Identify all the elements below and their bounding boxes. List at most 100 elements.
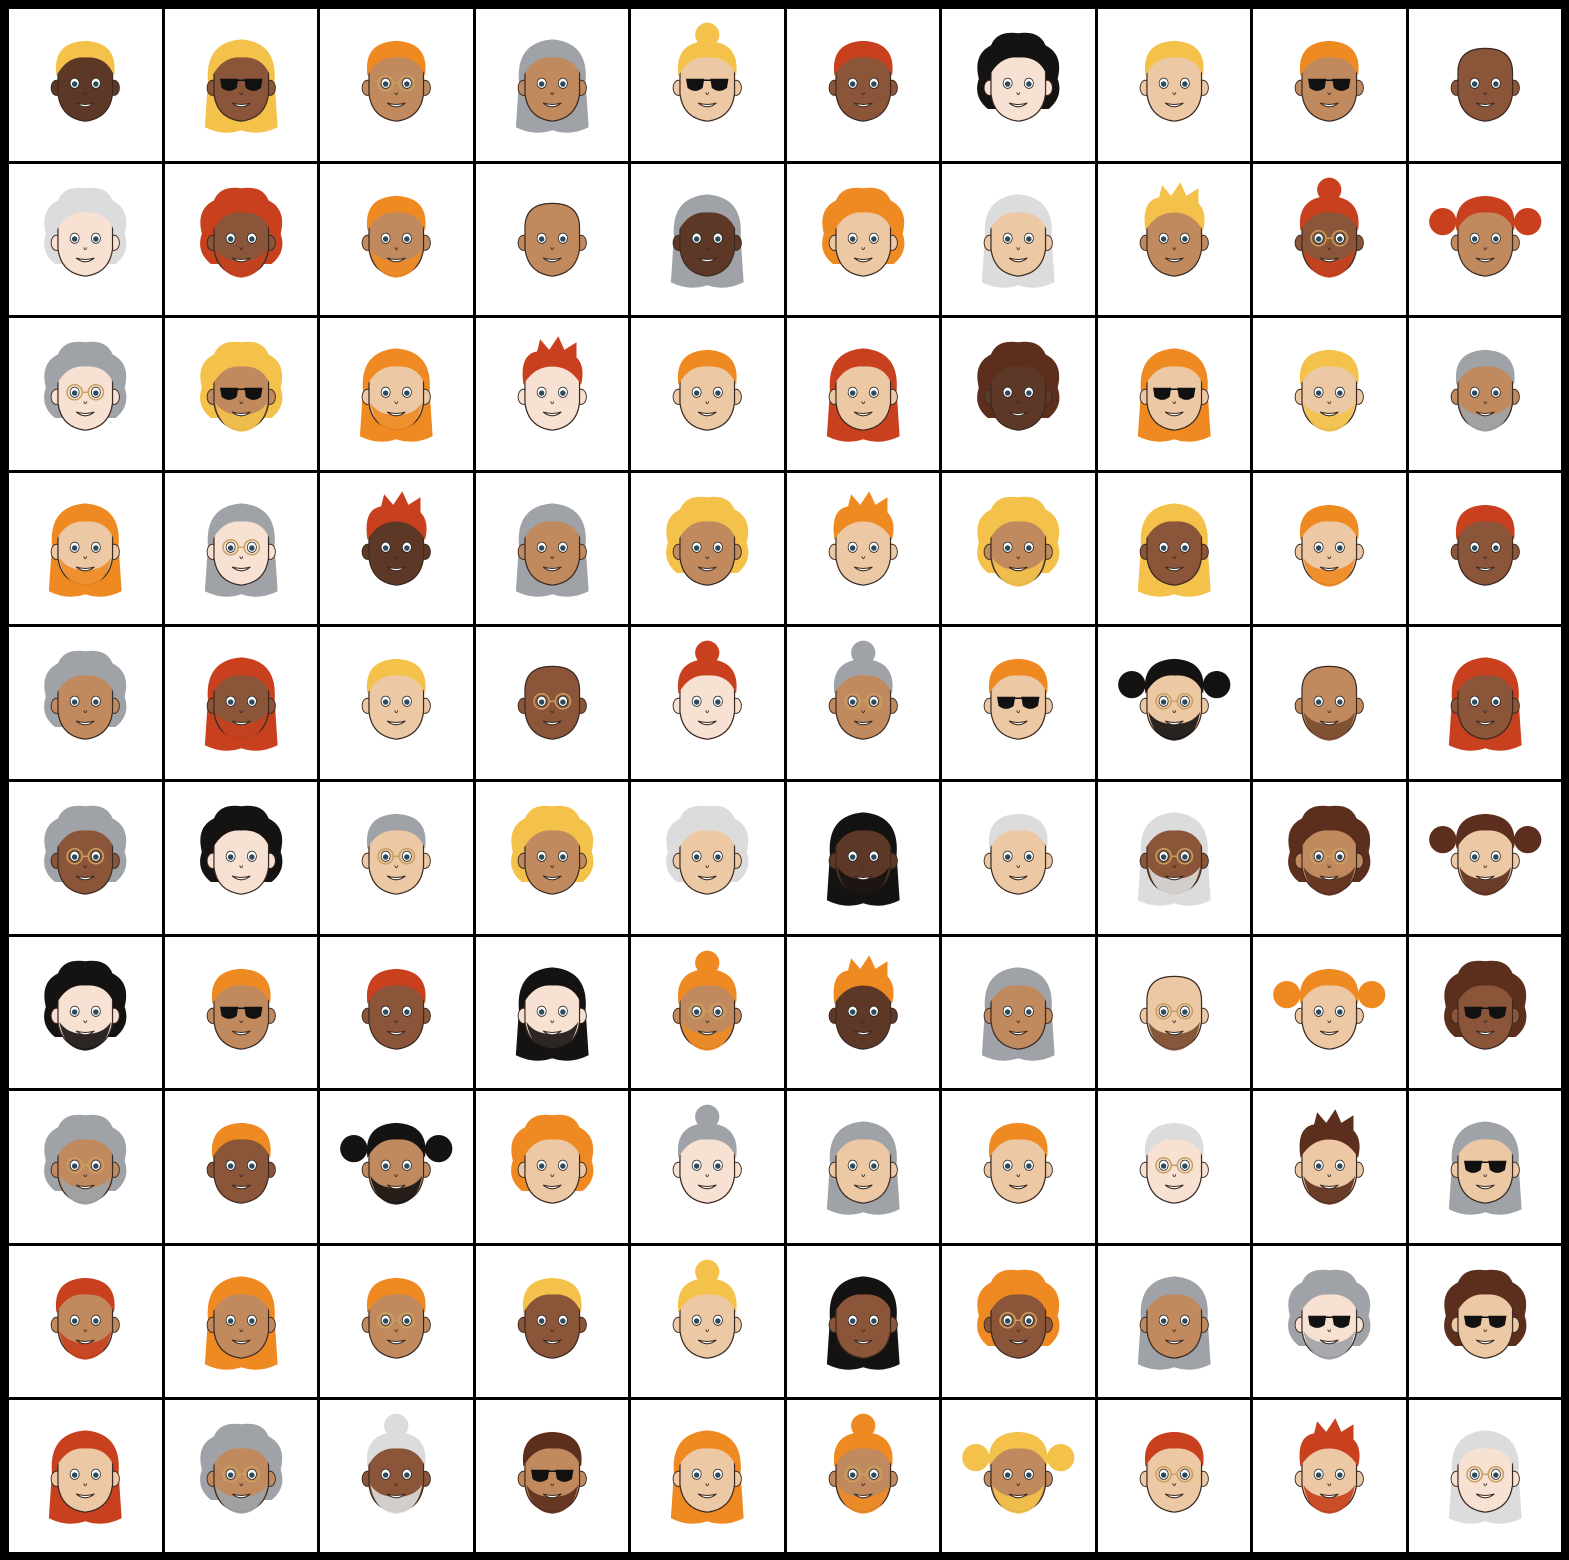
nose [1482, 1483, 1487, 1487]
hair-bun [384, 1414, 409, 1439]
pupil-left [227, 1318, 233, 1324]
face [1456, 47, 1513, 122]
pupil-right [715, 1163, 721, 1169]
avatar-figure [199, 1424, 282, 1515]
pupil-right [1026, 235, 1032, 242]
nose [1016, 1019, 1021, 1023]
avatar-image [672, 950, 742, 1051]
beard [1303, 1485, 1356, 1515]
avatar-figure [1294, 666, 1364, 742]
pupil-right [1026, 1163, 1032, 1169]
pupil-right [1337, 1163, 1343, 1169]
pupil-left [538, 81, 544, 87]
pupil-left [227, 1472, 233, 1479]
pupil-left [382, 1472, 389, 1479]
nose [860, 865, 865, 869]
avatar-image [828, 954, 898, 1050]
avatar-image [1448, 1121, 1522, 1215]
avatar-image [672, 22, 742, 122]
mouth [386, 257, 406, 262]
hair-top [833, 813, 893, 849]
avatar-figure [1137, 348, 1211, 442]
avatar-image [44, 960, 127, 1051]
hair-top [55, 659, 115, 695]
pupil-left [538, 1008, 544, 1015]
avatar-cell [475, 782, 628, 934]
nose [705, 92, 710, 96]
nose [549, 1483, 554, 1487]
avatar-figure [206, 1123, 276, 1204]
mouth [1164, 102, 1184, 108]
hair-top [1144, 1123, 1204, 1158]
glasses-right-frame [1176, 693, 1193, 711]
avatar-cell [942, 1091, 1095, 1243]
avatar-cell [1408, 9, 1561, 161]
pupil-left [71, 81, 78, 87]
avatar-figure [199, 341, 282, 432]
avatar-cell [1097, 318, 1250, 470]
pupil-right [1026, 81, 1032, 87]
pupil-right [93, 1472, 99, 1479]
pupil-right [1026, 1008, 1032, 1015]
avatar-cell [320, 627, 473, 779]
beard [59, 1330, 112, 1360]
avatar-cell [9, 1091, 162, 1243]
nose [1327, 865, 1332, 869]
avatar-figure [1428, 195, 1541, 277]
pupil-right [870, 1318, 877, 1324]
avatar-cell [1253, 472, 1406, 625]
avatar-image [199, 187, 282, 278]
avatar-cell [1408, 163, 1561, 316]
avatar-image [828, 40, 898, 122]
pupil-left [849, 699, 855, 706]
mouth [231, 1030, 251, 1035]
beard [1147, 866, 1200, 896]
pupil-left [71, 1163, 78, 1169]
nose [1016, 865, 1021, 869]
nose [549, 246, 554, 250]
avatar-image [977, 1269, 1060, 1359]
hair-top [1299, 1109, 1360, 1158]
nose [1171, 1329, 1176, 1332]
nose [1482, 556, 1487, 559]
mouth [386, 1339, 406, 1345]
avatar-image [1448, 1430, 1522, 1525]
nose [860, 1019, 865, 1023]
mouth [75, 1493, 95, 1499]
nose [1016, 1329, 1021, 1332]
avatar-image [1139, 975, 1209, 1051]
hair-top [1144, 40, 1204, 76]
mouth [1475, 1030, 1495, 1035]
nose [860, 556, 865, 559]
avatar-cell [786, 782, 939, 934]
avatar-cell [786, 1091, 939, 1243]
avatar-image [977, 341, 1060, 431]
beard [59, 557, 112, 587]
pupil-right [1181, 1163, 1188, 1169]
mouth [1164, 566, 1184, 572]
pupil-right [248, 854, 255, 860]
pupil-left [849, 1318, 855, 1324]
pupil-left [382, 81, 389, 87]
mouth [1008, 720, 1028, 726]
hair-top [988, 659, 1048, 695]
avatar-figure [828, 490, 898, 586]
hair-top [55, 813, 115, 849]
avatar-figure [1294, 350, 1364, 432]
mouth [1008, 1184, 1028, 1190]
beard [1303, 403, 1356, 432]
hair-top [677, 504, 737, 540]
pupil-right [559, 81, 566, 87]
avatar-image [981, 966, 1055, 1061]
hair-top [211, 504, 271, 540]
pupil-left [1160, 545, 1166, 551]
sunglasses-right-lens [1021, 697, 1040, 710]
pupil-left [693, 390, 700, 396]
avatar-figure [50, 1277, 120, 1360]
avatar-figure [1273, 968, 1386, 1050]
pupil-right [870, 854, 877, 860]
mouth [75, 875, 95, 881]
beard [370, 1176, 423, 1205]
nose [1171, 1174, 1176, 1178]
nose [860, 246, 865, 250]
